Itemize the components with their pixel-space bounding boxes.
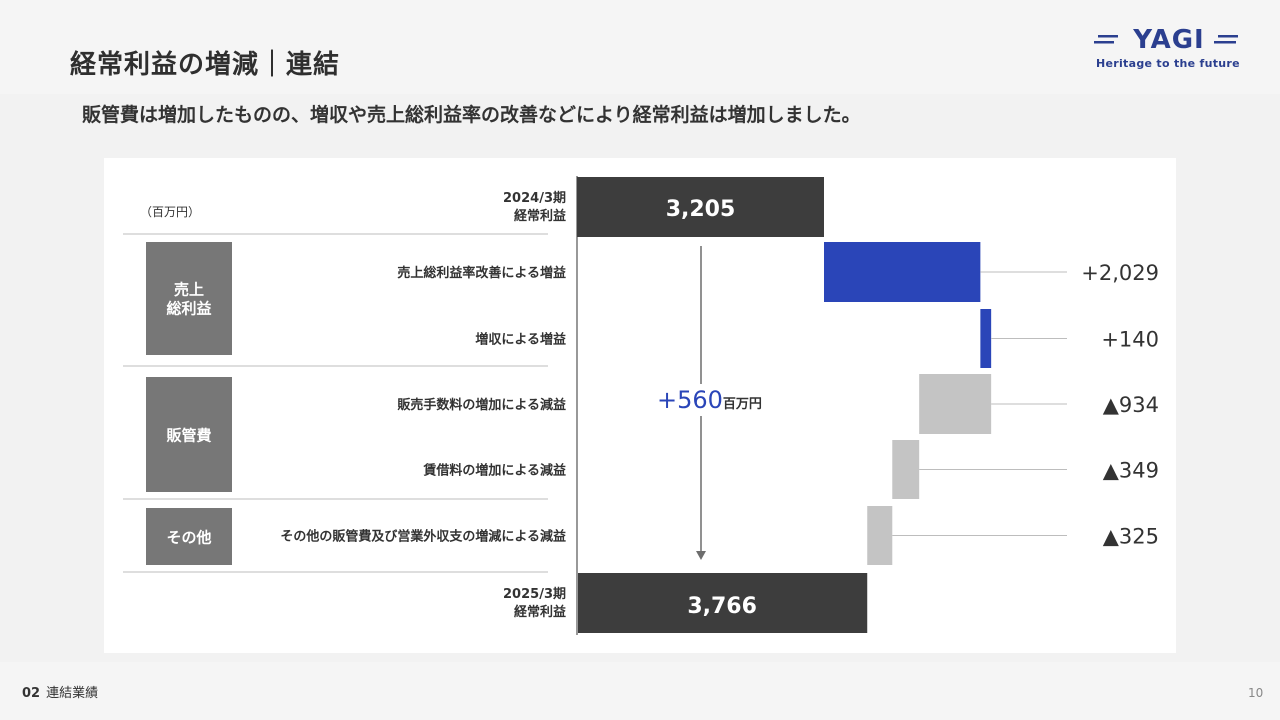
start-bar [577, 177, 824, 237]
step-category-label: 販売手数料の増加による減益 [397, 397, 566, 413]
step-bar [980, 309, 992, 368]
step-value-label: ▲934 [1103, 393, 1159, 417]
start-category-label: 経常利益 [514, 208, 566, 224]
group-label: その他 [166, 529, 211, 547]
step-bar [824, 242, 981, 302]
company-logo: YAGI Heritage to the future [1094, 20, 1244, 76]
yagi-logo-icon: YAGI [1094, 25, 1238, 54]
step-value-label: ▲349 [1103, 459, 1159, 483]
section-name: 連結業績 [46, 686, 99, 701]
end-bar [578, 573, 868, 633]
svg-text:YAGI: YAGI [1132, 25, 1204, 54]
unit-label: （百万円） [140, 205, 200, 219]
step-category-label: 増収による増益 [475, 332, 566, 348]
total-change-label: +560百万円 [657, 386, 762, 414]
step-bar [919, 374, 992, 434]
change-arrow-head [696, 551, 706, 560]
group-label: 総利益 [166, 300, 211, 318]
step-bar [892, 440, 920, 499]
group-box [146, 377, 232, 492]
group-box [146, 508, 232, 565]
group-label: 販管費 [166, 427, 211, 445]
group-box [146, 242, 232, 355]
step-category-label: その他の販管費及び営業外収支の増減による減益 [280, 529, 566, 545]
chart-panel: （百万円） 3,205 2024/3期経常利益 +2,029 売上総利益率改善による増益… [104, 158, 1176, 653]
step-bar [867, 506, 893, 565]
end-category-label: 経常利益 [514, 604, 566, 620]
step-value-label: +2,029 [1081, 261, 1159, 285]
group-label: 売上 [174, 281, 204, 299]
header-bar [0, 0, 1280, 94]
step-category-label: 売上総利益率改善による増益 [397, 265, 566, 281]
start-category-label: 2024/3期 [503, 191, 566, 206]
logo-tagline: Heritage to the future [1096, 57, 1240, 70]
start-value-label: 3,205 [666, 197, 736, 222]
footer-section: 02 連結業績 [22, 682, 98, 701]
section-number: 02 [22, 686, 41, 701]
footer-bar [0, 662, 1280, 720]
page-number: 10 [1248, 686, 1264, 700]
step-value-label: ▲325 [1103, 525, 1159, 549]
step-value-label: +140 [1101, 328, 1159, 352]
slide-subtitle: 販管費は増加したものの、増収や売上総利益率の改善などにより経常利益は増加しました… [82, 104, 861, 126]
page-title: 経常利益の増減｜連結 [70, 50, 341, 80]
end-value-label: 3,766 [687, 594, 757, 619]
step-category-label: 賃借料の増加による減益 [422, 463, 566, 479]
end-category-label: 2025/3期 [503, 587, 566, 602]
